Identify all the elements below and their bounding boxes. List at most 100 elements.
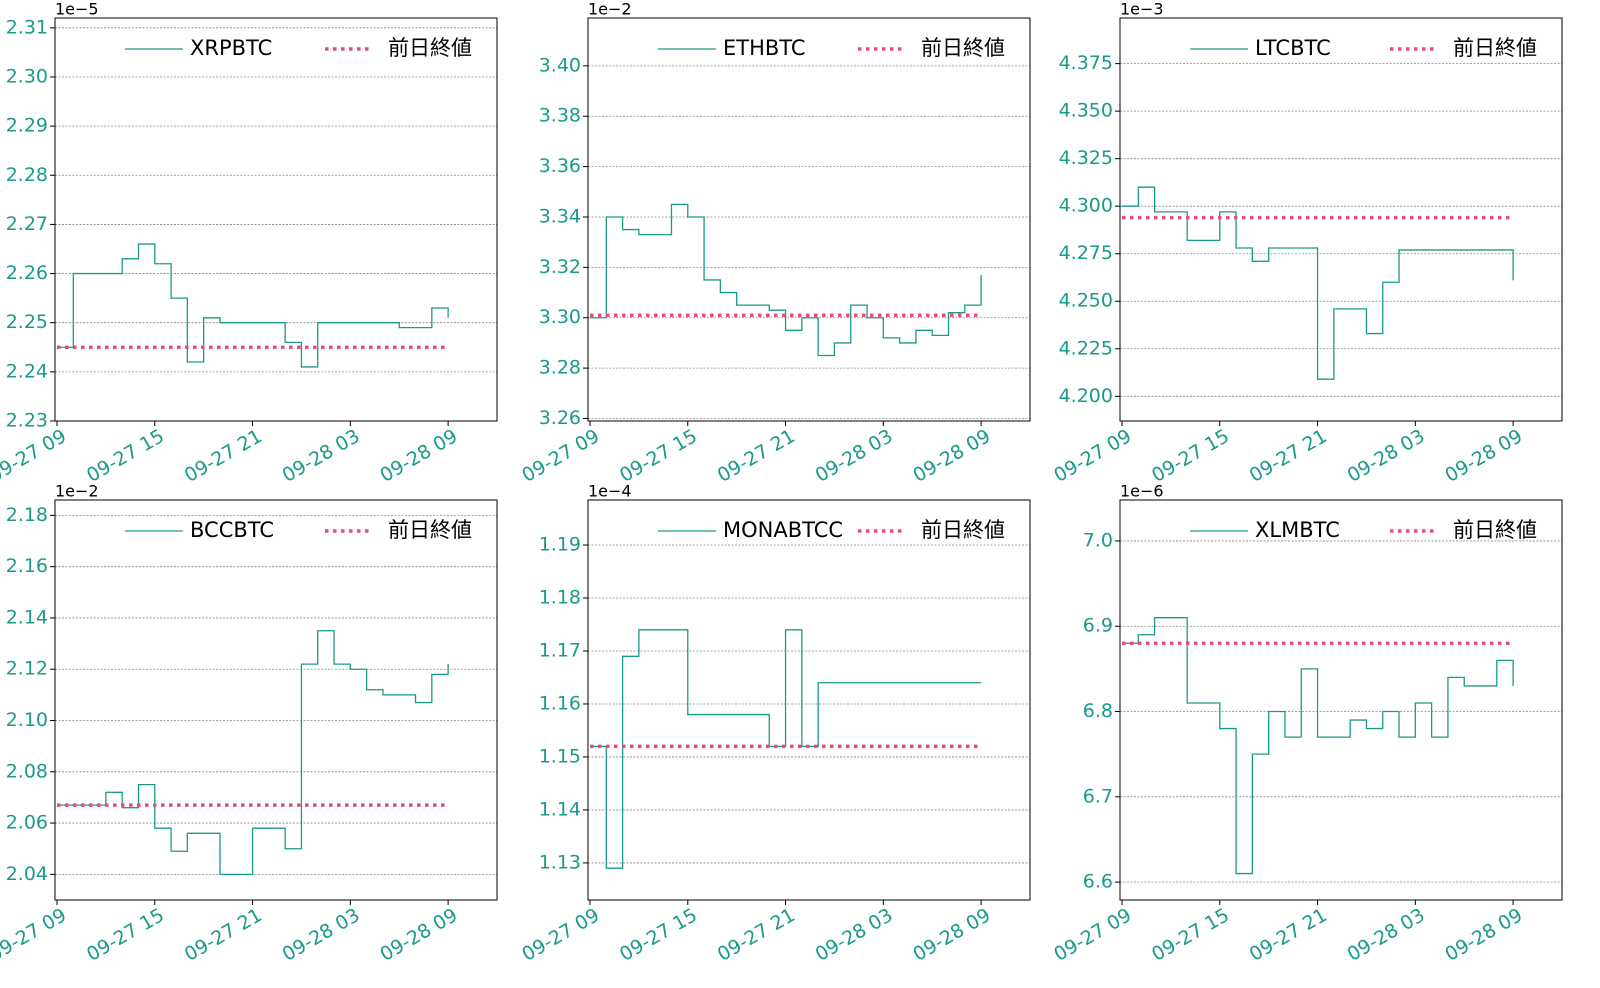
offset-label: 1e−2 — [55, 482, 99, 501]
y-tick-label: 1.13 — [539, 851, 581, 873]
y-tick-label: 2.25 — [6, 311, 48, 333]
x-tick-label: 09-28 09 — [909, 904, 994, 966]
x-tick-label: 09-27 15 — [1148, 425, 1233, 487]
y-tick-label: 2.31 — [6, 16, 48, 38]
y-tick-label: 4.225 — [1059, 337, 1113, 359]
legend-label: 前日終値 — [921, 36, 1005, 60]
chart-panel: 6.66.76.86.97.009-27 09 09-27 15 09-27 21 0… — [1050, 482, 1563, 966]
plot-frame — [1119, 499, 1563, 901]
y-tick-label: 3.30 — [539, 306, 581, 328]
y-tick-label: 3.36 — [539, 155, 581, 177]
x-tick-label: 09-27 09 — [518, 425, 603, 487]
y-tick-label: 6.8 — [1083, 700, 1113, 722]
x-tick-label: 09-28 09 — [376, 425, 461, 487]
legend-label: 前日終値 — [1453, 36, 1537, 60]
y-tick-label: 4.375 — [1059, 52, 1113, 74]
x-tick-label: 09-27 09 — [0, 425, 70, 487]
x-tick-label: 09-28 03 — [812, 904, 897, 966]
x-tick-label: 09-28 03 — [279, 904, 364, 966]
x-tick-label: 09-27 15 — [83, 425, 168, 487]
plot-frame — [54, 17, 498, 422]
legend-label: XLMBTC — [1255, 518, 1340, 542]
x-tick-label: 09-27 21 — [714, 904, 799, 966]
price-line — [57, 243, 449, 368]
chart-panel: 2.04 2.06 2.08 2.10 2.12 2.14 2.16 2.18 09-27 09… — [0, 482, 498, 966]
y-tick-label: 2.06 — [6, 812, 48, 834]
price-line — [590, 203, 982, 357]
y-tick-label: 4.325 — [1059, 147, 1113, 169]
x-tick-label: 09-28 03 — [279, 425, 364, 487]
y-tick-label: 2.30 — [6, 65, 48, 87]
y-tick-label: 7.0 — [1083, 529, 1113, 551]
y-tick-label: 1.18 — [539, 587, 581, 609]
x-tick-label: 09-27 09 — [1050, 425, 1135, 487]
offset-label: 1e−4 — [588, 482, 632, 501]
y-tick-label: 1.16 — [539, 692, 581, 714]
y-tick-label: 4.250 — [1059, 290, 1113, 312]
y-tick-label: 2.16 — [6, 555, 48, 577]
x-tick-label: 09-27 21 — [714, 425, 799, 487]
y-tick-label: 2.04 — [6, 863, 48, 885]
y-tick-label: 6.7 — [1083, 785, 1113, 807]
x-tick-label: 09-27 09 — [518, 904, 603, 966]
y-tick-label: 2.10 — [6, 709, 48, 731]
y-tick-label: 3.28 — [539, 357, 581, 379]
chart-panel: 3.26 3.28 3.30 3.32 3.34 3.36 3.38 3.40 09-27 09… — [518, 0, 1031, 487]
y-tick-label: 2.12 — [6, 658, 48, 680]
x-tick-label: 09-28 09 — [909, 425, 994, 487]
y-tick-label: 4.200 — [1059, 385, 1113, 407]
x-tick-label: 09-28 03 — [1344, 904, 1429, 966]
y-tick-label: 4.300 — [1059, 195, 1113, 217]
y-tick-label: 2.18 — [6, 504, 48, 526]
y-tick-label: 2.28 — [6, 164, 48, 186]
y-tick-label: 3.32 — [539, 256, 581, 278]
legend-label: 前日終値 — [388, 518, 472, 542]
y-tick-label: 1.17 — [539, 639, 581, 661]
price-line — [57, 630, 449, 876]
legend-label: 前日終値 — [388, 36, 472, 60]
legend-label: 前日終値 — [921, 518, 1005, 542]
x-tick-label: 09-27 15 — [1148, 904, 1233, 966]
y-tick-label: 2.23 — [6, 410, 48, 432]
x-tick-label: 09-28 09 — [1441, 904, 1526, 966]
legend-label: XRPBTC — [190, 36, 272, 60]
x-tick-label: 09-27 15 — [616, 425, 701, 487]
price-line — [1122, 617, 1514, 875]
offset-label: 1e−3 — [1120, 0, 1164, 19]
y-tick-label: 3.40 — [539, 54, 581, 76]
x-tick-label: 09-28 03 — [1344, 425, 1429, 487]
y-tick-label: 2.14 — [6, 606, 48, 628]
x-tick-label: 09-27 21 — [1246, 425, 1331, 487]
y-tick-label: 2.29 — [6, 115, 48, 137]
plot-frame — [587, 499, 1031, 901]
chart-panel: 2.23 2.24 2.25 2.26 2.27 2.28 2.29 2.30 2.31 09-2… — [0, 0, 498, 487]
y-tick-label: 3.38 — [539, 105, 581, 127]
y-tick-label: 6.6 — [1083, 871, 1113, 893]
y-tick-label: 2.24 — [6, 360, 48, 382]
y-tick-label: 2.27 — [6, 213, 48, 235]
x-tick-label: 09-27 15 — [83, 904, 168, 966]
legend-label: BCCBTC — [190, 518, 274, 542]
x-tick-label: 09-27 21 — [181, 904, 266, 966]
x-tick-label: 09-28 09 — [1441, 425, 1526, 487]
offset-label: 1e−6 — [1120, 482, 1164, 501]
x-tick-label: 09-27 15 — [616, 904, 701, 966]
x-tick-label: 09-27 09 — [0, 904, 70, 966]
y-tick-label: 2.26 — [6, 262, 48, 284]
x-tick-label: 09-27 21 — [181, 425, 266, 487]
y-tick-label: 1.19 — [539, 534, 581, 556]
offset-label: 1e−2 — [588, 0, 632, 19]
x-tick-label: 09-27 21 — [1246, 904, 1331, 966]
y-tick-label: 4.350 — [1059, 100, 1113, 122]
y-tick-label: 1.15 — [539, 745, 581, 767]
y-tick-label: 4.275 — [1059, 242, 1113, 264]
offset-label: 1e−5 — [55, 0, 99, 19]
plot-frame — [1119, 17, 1563, 422]
legend-label: MONABTCC — [723, 518, 843, 542]
y-tick-label: 1.14 — [539, 798, 581, 820]
y-tick-label: 3.34 — [539, 205, 581, 227]
chart-panel: 4.200 4.225 4.250 4.275 4.300 4.325 4.350 4.375… — [1050, 0, 1563, 487]
plot-frame — [587, 17, 1031, 422]
